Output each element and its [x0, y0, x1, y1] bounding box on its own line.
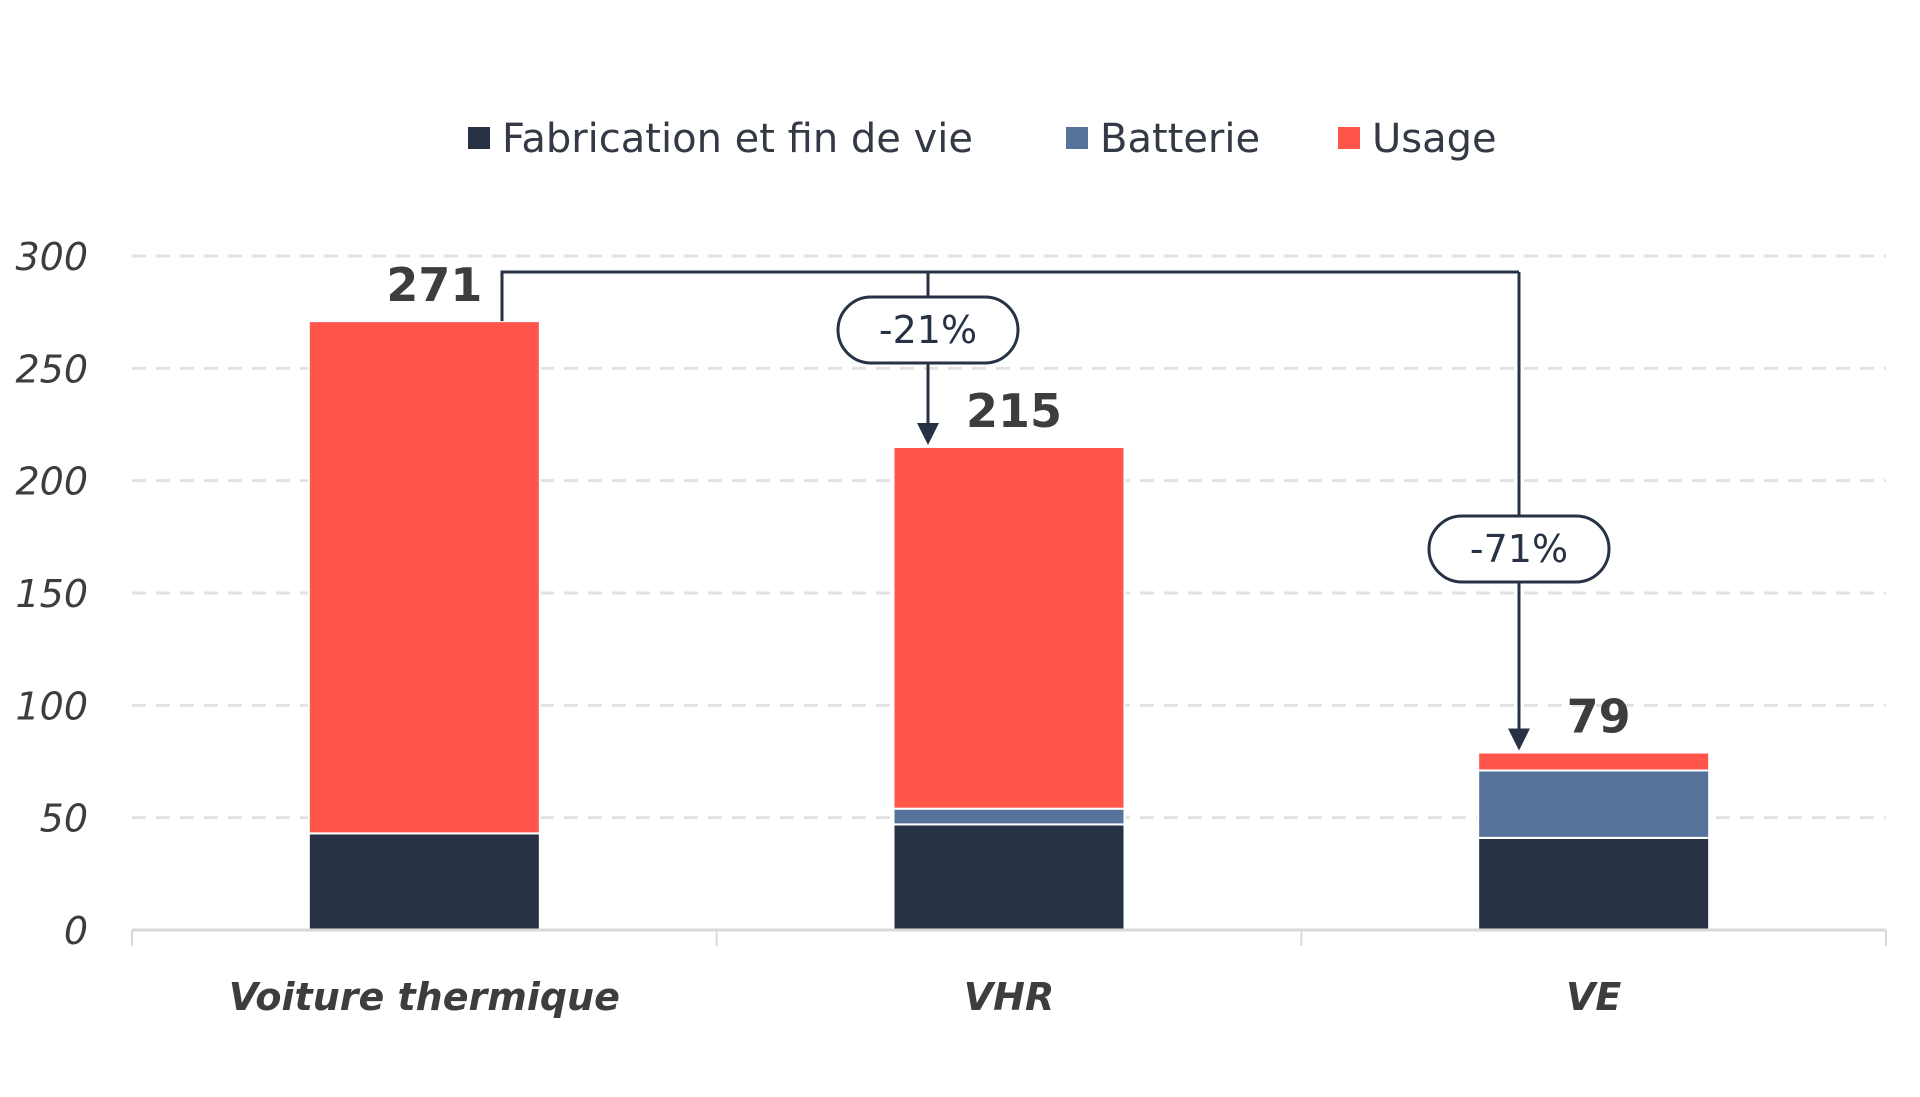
legend-swatch-1 — [1066, 127, 1088, 149]
total-value-label: 271 — [386, 258, 482, 312]
bar-segment-fabrication-et-fin-de-vie — [307, 832, 541, 931]
y-tick-label: 300 — [15, 235, 88, 279]
change-label: -71% — [1470, 527, 1568, 571]
legend-label-2: Usage — [1372, 116, 1497, 162]
bars: 271 215 79 — [307, 258, 1711, 932]
annotations: -21% -71% — [500, 270, 1611, 751]
y-tick-label: 200 — [15, 460, 88, 504]
bar-segment-batterie — [1477, 769, 1711, 839]
bar-segment-usage — [892, 445, 1126, 810]
total-value-label: 79 — [1567, 690, 1631, 744]
legend: Fabrication et fin de vie Batterie Usage — [468, 116, 1497, 162]
legend-label-1: Batterie — [1100, 116, 1260, 162]
arrow-head-icon — [1508, 728, 1530, 751]
legend-swatch-2 — [1338, 127, 1360, 149]
bar-segment-usage — [1477, 751, 1711, 772]
bar-segment-batterie — [892, 807, 1126, 826]
change-pill — [1427, 514, 1611, 584]
arrow-head-icon — [917, 422, 939, 445]
x-axis: Voiture thermique VHR VE — [131, 928, 1887, 1019]
y-tick-label: 50 — [40, 797, 88, 841]
legend-swatch-0 — [468, 127, 490, 149]
change-pill — [836, 295, 1020, 365]
total-value-label: 215 — [966, 384, 1062, 438]
bar-segment-usage — [307, 320, 541, 835]
y-tick-label: 250 — [15, 347, 88, 391]
bar-segment-fabrication-et-fin-de-vie — [892, 823, 1126, 932]
y-axis: 0 50 100 150 200 250 300 — [15, 235, 88, 953]
bar-segment-fabrication-et-fin-de-vie — [1477, 836, 1711, 931]
category-label: VHR — [964, 975, 1054, 1019]
category-label: VE — [1566, 975, 1621, 1019]
category-label: Voiture thermique — [229, 975, 620, 1019]
y-tick-label: 150 — [15, 572, 88, 616]
y-tick-label: 0 — [64, 909, 88, 953]
change-label: -21% — [879, 308, 977, 352]
y-tick-label: 100 — [15, 684, 88, 728]
legend-label-0: Fabrication et fin de vie — [502, 116, 973, 162]
bracket-line — [500, 270, 1519, 322]
